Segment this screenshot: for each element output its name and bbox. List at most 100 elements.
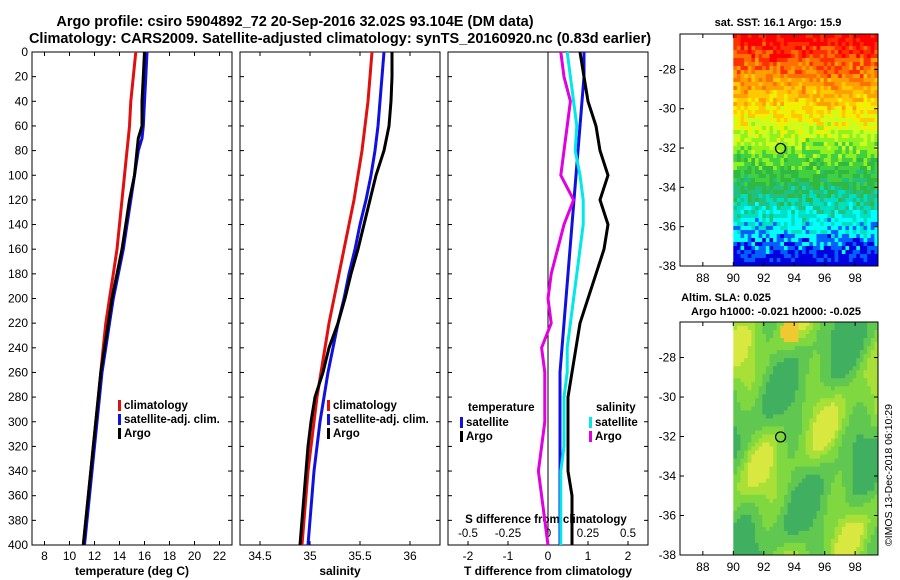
map-cell bbox=[816, 174, 821, 179]
map-cell bbox=[736, 238, 741, 243]
map-cell bbox=[780, 506, 785, 512]
map-cell bbox=[863, 54, 868, 59]
x-tick-label: 2 bbox=[625, 549, 632, 563]
map-cell bbox=[736, 466, 741, 472]
map-cell bbox=[816, 254, 821, 259]
map-cell bbox=[794, 262, 799, 267]
map-cell bbox=[794, 542, 799, 548]
map-cell bbox=[816, 446, 821, 451]
map-cell bbox=[740, 230, 745, 235]
map-cell bbox=[845, 134, 850, 139]
map-cell bbox=[747, 334, 752, 339]
map-cell bbox=[874, 190, 879, 195]
map-cell bbox=[751, 54, 756, 59]
map-cell bbox=[769, 106, 774, 111]
map-cell bbox=[809, 374, 814, 379]
map-cell bbox=[740, 366, 745, 371]
map-cell bbox=[747, 118, 752, 123]
map-cell bbox=[805, 198, 810, 203]
map-cell bbox=[859, 334, 864, 339]
map-cell bbox=[791, 182, 796, 187]
map-cell bbox=[859, 82, 864, 87]
map-cell bbox=[791, 430, 796, 435]
map-cell bbox=[874, 394, 879, 399]
map-cell bbox=[823, 46, 828, 51]
map-cell bbox=[856, 334, 861, 339]
map-cell bbox=[776, 102, 781, 107]
map-cell bbox=[747, 466, 752, 472]
map-cell bbox=[820, 398, 825, 403]
map-cell bbox=[841, 134, 846, 139]
map-cell bbox=[863, 78, 868, 83]
map-cell bbox=[747, 374, 752, 379]
map-cell bbox=[740, 442, 745, 447]
map-cell bbox=[744, 46, 749, 51]
map-cell bbox=[834, 38, 839, 43]
map-cell bbox=[870, 134, 875, 139]
map-cell bbox=[773, 422, 778, 427]
map-cell bbox=[856, 454, 861, 459]
map-cell bbox=[794, 90, 799, 95]
map-cell bbox=[744, 118, 749, 123]
map-cell bbox=[827, 534, 832, 540]
map-cell bbox=[783, 258, 788, 263]
map-cell bbox=[773, 386, 778, 391]
map-cell bbox=[816, 534, 821, 540]
map-cell bbox=[765, 98, 770, 103]
map-cell bbox=[830, 486, 835, 492]
map-cell bbox=[820, 382, 825, 387]
map-cell bbox=[762, 222, 767, 227]
map-cell bbox=[859, 246, 864, 251]
map-cell bbox=[733, 110, 738, 115]
map-cell bbox=[736, 546, 741, 552]
map-cell bbox=[733, 458, 738, 464]
map-cell bbox=[755, 70, 760, 75]
map-cell bbox=[751, 346, 756, 351]
map-cell bbox=[765, 254, 770, 259]
map-cell bbox=[841, 106, 846, 111]
map-cell bbox=[838, 438, 843, 443]
map-cell bbox=[776, 190, 781, 195]
map-cell bbox=[849, 62, 854, 67]
map-cell bbox=[744, 242, 749, 247]
map-cell bbox=[870, 538, 875, 544]
map-cell bbox=[870, 534, 875, 540]
map-cell bbox=[780, 174, 785, 179]
map-cell bbox=[841, 326, 846, 331]
map-cell bbox=[856, 118, 861, 123]
map-cell bbox=[856, 342, 861, 347]
map-cell bbox=[787, 510, 792, 516]
map-cell bbox=[809, 502, 814, 508]
map-cell bbox=[830, 478, 835, 484]
map-cell bbox=[805, 454, 810, 459]
map-cell bbox=[805, 538, 810, 544]
map-cell bbox=[744, 474, 749, 480]
map-cell bbox=[794, 354, 799, 359]
map-cell bbox=[867, 346, 872, 351]
map-cell bbox=[791, 74, 796, 79]
map-cell bbox=[769, 550, 774, 556]
map-cell bbox=[758, 206, 763, 211]
map-cell bbox=[859, 254, 864, 259]
map-cell bbox=[794, 34, 799, 39]
map-cell bbox=[852, 226, 857, 231]
map-cell bbox=[856, 234, 861, 239]
map-cell bbox=[776, 98, 781, 103]
map-cell bbox=[762, 126, 767, 131]
map-cell bbox=[751, 530, 756, 536]
map-cell bbox=[820, 234, 825, 239]
map-cell bbox=[780, 474, 785, 480]
y-tick-label: -36 bbox=[659, 509, 677, 523]
map-cell bbox=[744, 442, 749, 447]
map-cell bbox=[805, 222, 810, 227]
map-cell bbox=[733, 450, 738, 455]
map-cell bbox=[834, 250, 839, 255]
map-cell bbox=[744, 322, 749, 327]
map-cell bbox=[870, 86, 875, 91]
map-cell bbox=[733, 522, 738, 528]
map-cell bbox=[751, 78, 756, 83]
map-cell bbox=[852, 194, 857, 199]
map-cell bbox=[765, 250, 770, 255]
map-cell bbox=[845, 162, 850, 167]
map-cell bbox=[809, 350, 814, 355]
